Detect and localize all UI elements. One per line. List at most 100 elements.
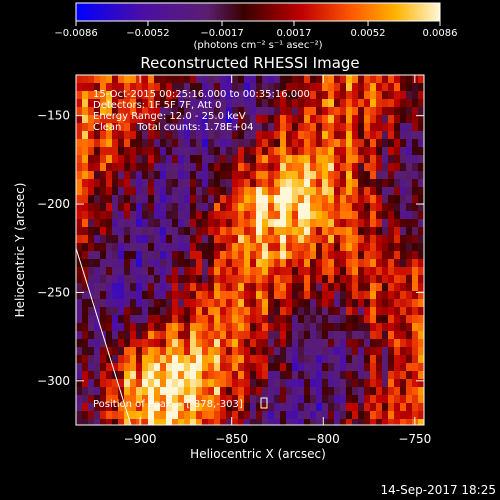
- heatmap-pixel: [190, 187, 197, 196]
- heatmap-pixel: [178, 123, 185, 132]
- heatmap-pixel: [196, 379, 203, 388]
- heatmap-pixel: [106, 283, 113, 292]
- heatmap-pixel: [100, 259, 107, 268]
- heatmap-pixel: [388, 371, 395, 380]
- heatmap-pixel: [178, 283, 185, 292]
- heatmap-pixel: [154, 363, 161, 372]
- heatmap-pixel: [112, 147, 119, 156]
- heatmap-pixel: [100, 315, 107, 324]
- heatmap-pixel: [178, 267, 185, 276]
- heatmap-pixel: [232, 275, 239, 284]
- heatmap-pixel: [106, 83, 113, 92]
- heatmap-pixel: [160, 275, 167, 284]
- heatmap-pixel: [184, 123, 191, 132]
- heatmap-pixel: [172, 251, 179, 260]
- heatmap-pixel: [328, 331, 335, 340]
- heatmap-pixel: [286, 235, 293, 244]
- heatmap-pixel: [388, 291, 395, 300]
- heatmap-pixel: [226, 147, 233, 156]
- heatmap-pixel: [256, 363, 263, 372]
- heatmap-pixel: [220, 147, 227, 156]
- heatmap-pixel: [370, 171, 377, 180]
- heatmap-pixel: [280, 235, 287, 244]
- heatmap-pixel: [214, 347, 221, 356]
- heatmap-pixel: [88, 267, 95, 276]
- heatmap-pixel: [112, 331, 119, 340]
- heatmap-pixel: [82, 75, 89, 84]
- heatmap-pixel: [346, 235, 353, 244]
- heatmap-pixel: [136, 83, 143, 92]
- heatmap-pixel: [118, 235, 125, 244]
- heatmap-pixel: [316, 203, 323, 212]
- heatmap-pixel: [112, 163, 119, 172]
- heatmap-pixel: [328, 315, 335, 324]
- heatmap-pixel: [172, 91, 179, 100]
- heatmap-pixel: [406, 139, 413, 148]
- heatmap-pixel: [232, 323, 239, 332]
- heatmap-pixel: [388, 155, 395, 164]
- heatmap-pixel: [304, 107, 311, 116]
- heatmap-pixel: [232, 379, 239, 388]
- heatmap-pixel: [286, 139, 293, 148]
- heatmap-pixel: [310, 307, 317, 316]
- heatmap-pixel: [130, 75, 137, 84]
- heatmap-pixel: [238, 179, 245, 188]
- heatmap-pixel: [178, 379, 185, 388]
- heatmap-pixel: [160, 219, 167, 228]
- heatmap-pixel: [256, 371, 263, 380]
- heatmap-pixel: [226, 131, 233, 140]
- heatmap-pixel: [406, 163, 413, 172]
- heatmap-pixel: [286, 331, 293, 340]
- heatmap-pixel: [208, 307, 215, 316]
- heatmap-pixel: [394, 83, 401, 92]
- heatmap-pixel: [88, 75, 95, 84]
- heatmap-pixel: [166, 203, 173, 212]
- heatmap-pixel: [268, 147, 275, 156]
- heatmap-pixel: [142, 91, 149, 100]
- heatmap-pixel: [172, 355, 179, 364]
- heatmap-pixel: [280, 403, 287, 412]
- heatmap-pixel: [124, 291, 131, 300]
- heatmap-pixel: [340, 195, 347, 204]
- heatmap-pixel: [166, 275, 173, 284]
- heatmap-pixel: [400, 139, 407, 148]
- heatmap-pixel: [292, 115, 299, 124]
- heatmap-pixel: [178, 291, 185, 300]
- heatmap-pixel: [148, 139, 155, 148]
- heatmap-pixel: [238, 195, 245, 204]
- heatmap-pixel: [178, 211, 185, 220]
- heatmap-pixel: [406, 267, 413, 276]
- heatmap-pixel: [376, 379, 383, 388]
- heatmap-pixel: [136, 155, 143, 164]
- heatmap-pixel: [406, 315, 413, 324]
- heatmap-pixel: [112, 75, 119, 84]
- heatmap-pixel: [256, 219, 263, 228]
- heatmap-pixel: [76, 363, 83, 372]
- heatmap-pixel: [358, 403, 365, 412]
- heatmap-pixel: [328, 251, 335, 260]
- heatmap-pixel: [220, 331, 227, 340]
- heatmap-pixel: [244, 123, 251, 132]
- heatmap-pixel: [382, 283, 389, 292]
- heatmap-pixel: [310, 355, 317, 364]
- heatmap-pixel: [412, 211, 419, 220]
- heatmap-pixel: [340, 211, 347, 220]
- heatmap-pixel: [358, 339, 365, 348]
- heatmap-pixel: [88, 371, 95, 380]
- heatmap-pixel: [394, 323, 401, 332]
- heatmap-pixel: [298, 387, 305, 396]
- heatmap-pixel: [328, 299, 335, 308]
- heatmap-pixel: [340, 251, 347, 260]
- heatmap-pixel: [166, 371, 173, 380]
- heatmap-pixel: [172, 267, 179, 276]
- heatmap-pixel: [166, 363, 173, 372]
- heatmap-pixel: [376, 211, 383, 220]
- heatmap-pixel: [94, 203, 101, 212]
- heatmap-pixel: [274, 83, 281, 92]
- heatmap-pixel: [244, 411, 251, 420]
- heatmap-pixel: [148, 227, 155, 236]
- heatmap-pixel: [214, 179, 221, 188]
- heatmap-pixel: [136, 323, 143, 332]
- heatmap-pixel: [148, 267, 155, 276]
- heatmap-pixel: [124, 163, 131, 172]
